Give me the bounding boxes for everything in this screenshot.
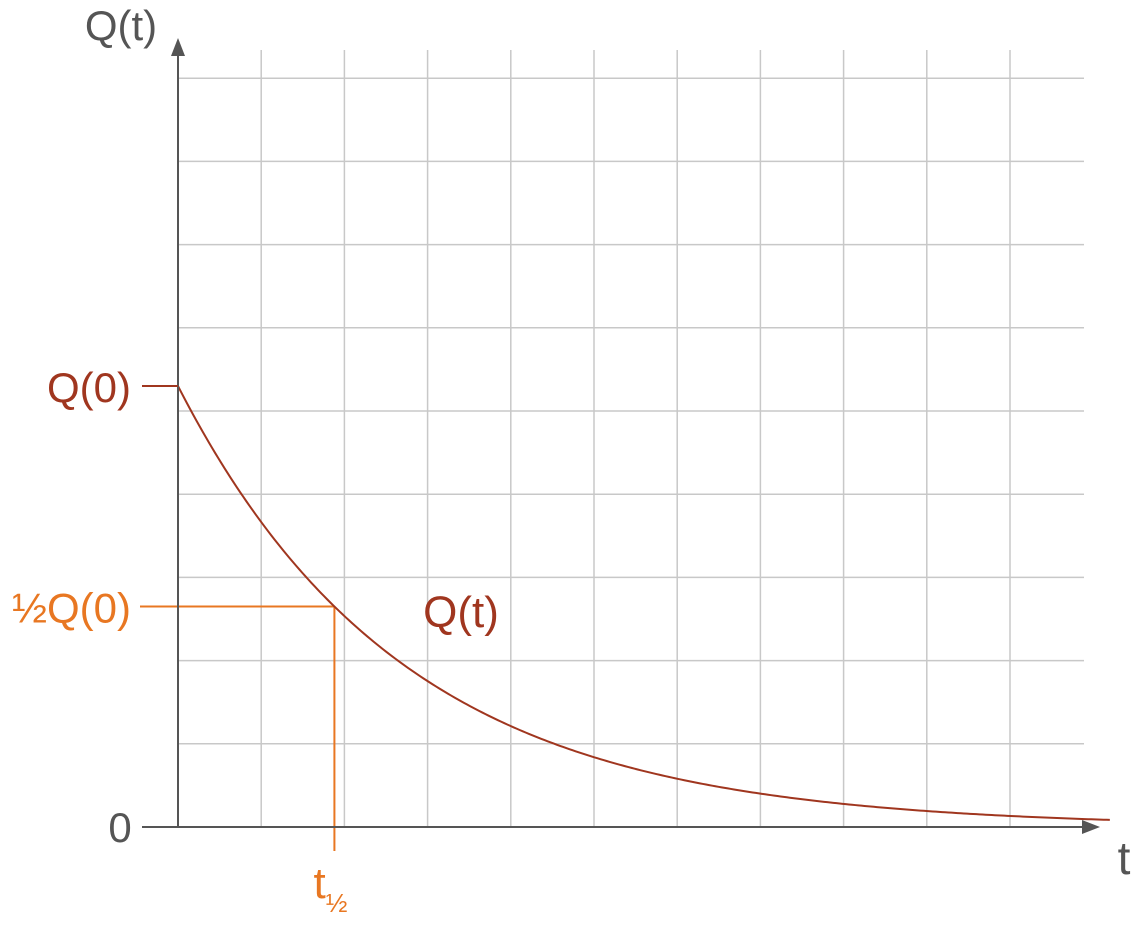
grid (178, 50, 1084, 827)
y-tick-label-0: 0 (108, 804, 131, 851)
series-layer (177, 385, 1110, 821)
axes (142, 38, 1100, 834)
y-axis-label: Q(t) (85, 2, 157, 49)
y-tick-label-q0: Q(0) (47, 364, 131, 411)
decay-curve (177, 385, 1110, 821)
x-axis-label: t (1118, 832, 1131, 884)
series-label-qt: Q(t) (423, 588, 499, 637)
x-marked-label-half-life: t½ (313, 859, 347, 918)
half-life-subscript: ½ (326, 888, 348, 918)
y-tick-label-half-q0: ½Q(0) (12, 585, 131, 632)
y-axis-arrow (171, 38, 185, 56)
half-life-guides (140, 605, 336, 851)
x-axis-arrow (1082, 820, 1100, 834)
labels: Q(t) t 0 Q(0) ½Q(0) t½ Q(t) (12, 2, 1131, 918)
